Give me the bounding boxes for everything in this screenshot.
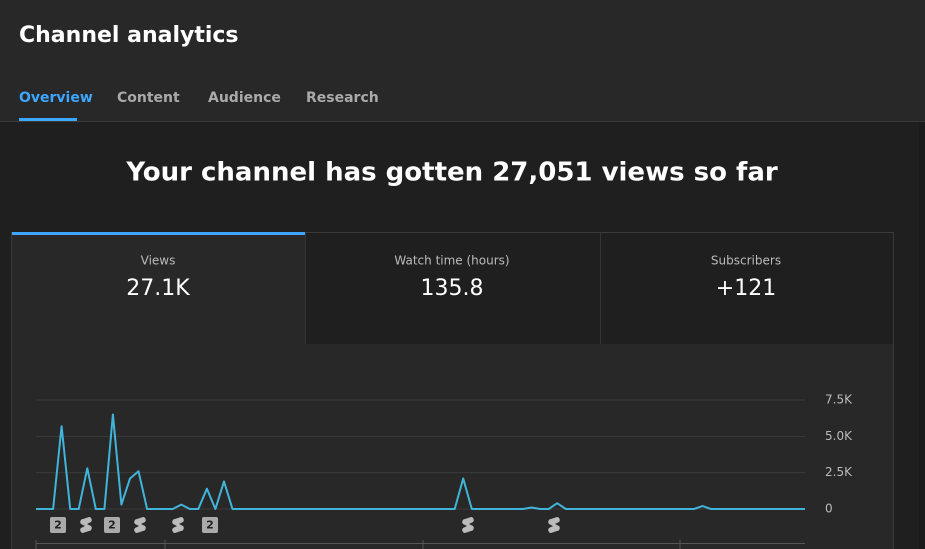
tab[interactable]: Overview: [19, 90, 93, 106]
shorts-icon[interactable]: [172, 517, 184, 533]
video-count-badge[interactable]: [104, 517, 120, 533]
y-tick-label: 2.5K: [825, 465, 853, 479]
metric-label: Watch time (hours): [394, 254, 509, 268]
views-line: [36, 413, 805, 510]
shorts-icon[interactable]: [462, 517, 474, 533]
video-count-badge[interactable]: [50, 517, 66, 533]
video-count-badge[interactable]: [202, 517, 218, 533]
metric-value: 27.1K: [126, 276, 190, 301]
tab[interactable]: Research: [306, 90, 379, 106]
metric-card[interactable]: [306, 235, 599, 344]
active-card-indicator: [12, 232, 305, 235]
shorts-icon[interactable]: [134, 517, 146, 533]
scrollbar: [919, 122, 925, 549]
tab[interactable]: Content: [117, 90, 180, 106]
tab[interactable]: Audience: [208, 90, 281, 106]
video-count: 2: [206, 519, 214, 532]
shorts-icon[interactable]: [80, 517, 92, 533]
shorts-icon[interactable]: [548, 517, 560, 533]
active-tab-indicator: [19, 118, 77, 121]
metric-card[interactable]: [600, 235, 893, 344]
inactive-cards: [306, 233, 893, 344]
y-tick-label: 0: [825, 502, 833, 516]
video-count: 2: [108, 519, 116, 532]
y-tick-label: 5.0K: [825, 429, 853, 443]
metric-card[interactable]: [12, 235, 305, 344]
page-title: Channel analytics: [19, 23, 239, 48]
metric-value: +121: [716, 276, 776, 301]
headline: Your channel has gotten 27,051 views so …: [125, 158, 778, 188]
metric-value: 135.8: [421, 276, 484, 301]
y-tick-label: 7.5K: [825, 393, 853, 407]
video-count: 2: [54, 519, 62, 532]
metric-label: Subscribers: [711, 254, 781, 268]
metric-label: Views: [141, 254, 176, 268]
